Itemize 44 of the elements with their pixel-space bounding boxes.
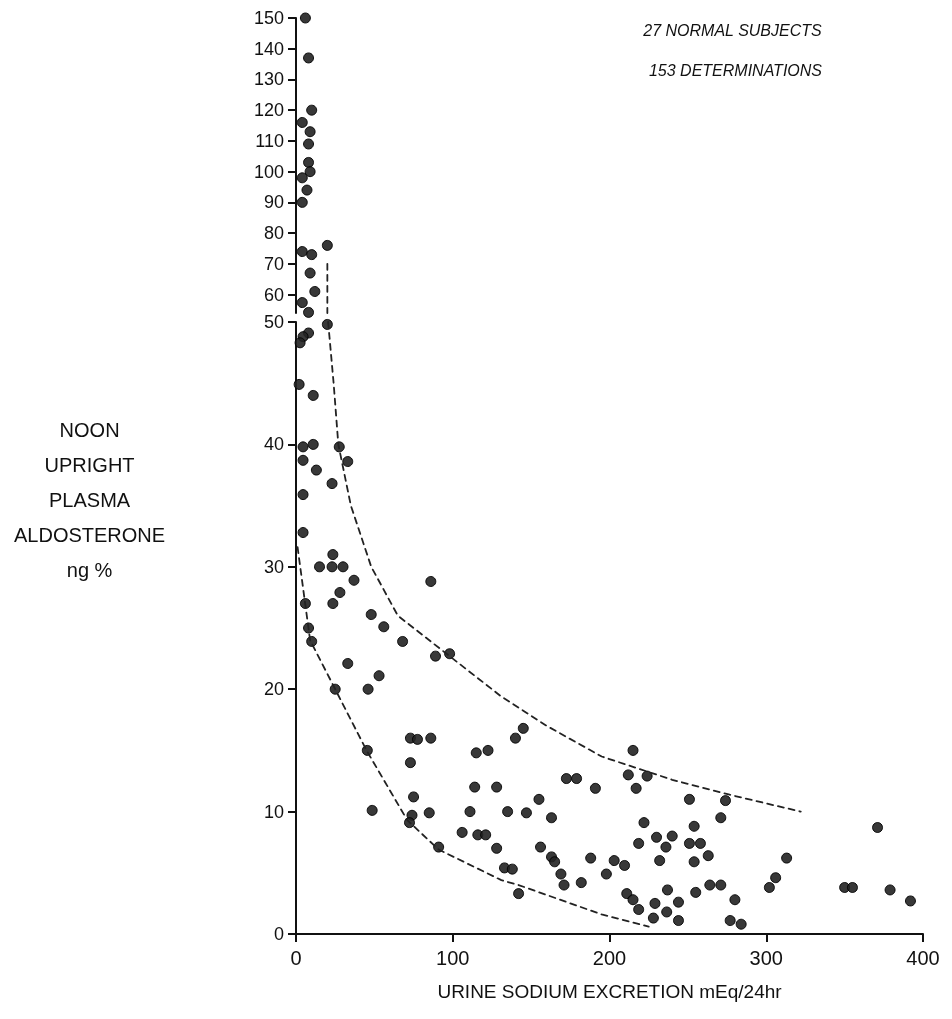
point [303, 138, 315, 150]
y-tick-label: 60 [263, 284, 284, 305]
point [321, 239, 333, 251]
x-tick-label: 400 [906, 947, 940, 969]
y-tick-label: 80 [263, 223, 284, 244]
x-tick-label: 100 [436, 947, 470, 969]
point [296, 246, 308, 258]
point [306, 104, 318, 116]
annotation: 153 DETERMINATIONS [648, 61, 823, 79]
point [304, 166, 316, 178]
y-tick-label: 0 [273, 924, 284, 944]
line-series [296, 546, 650, 928]
y-tick-label: 150 [253, 8, 284, 28]
x-tick-label: 200 [592, 947, 627, 969]
point [306, 249, 318, 261]
point [309, 285, 321, 297]
point [303, 306, 315, 318]
y-tick-label: 90 [263, 192, 284, 213]
x-axis-title: URINE SODIUM EXCRETION mEq/24hr [437, 981, 783, 1002]
point [301, 184, 313, 196]
point [303, 52, 315, 64]
y-tick-label: 100 [253, 161, 284, 182]
point [296, 116, 308, 128]
y-tick-label: 50 [263, 312, 284, 332]
annotation: 27 NORMAL SUBJECTS [642, 21, 823, 39]
point [303, 156, 315, 168]
point [296, 297, 308, 309]
x-tick-label: 300 [749, 947, 783, 969]
y-tick-label: 70 [263, 253, 284, 274]
x-tick-label: 0 [290, 947, 302, 969]
point [296, 196, 308, 208]
y-tick-label: 20 [263, 679, 284, 700]
y-axis-title: NOON UPRIGHT PLASMA ALDOSTERONE ng % [13, 418, 166, 581]
point [299, 12, 311, 24]
point [304, 267, 316, 279]
point [304, 126, 316, 138]
y-tick-label: 40 [263, 434, 284, 455]
y-tick-label: 140 [253, 38, 284, 59]
point [296, 172, 308, 184]
y-tick-label: 110 [255, 130, 284, 151]
y-tick-label: 10 [263, 801, 284, 822]
y-tick-label: 120 [253, 100, 284, 121]
y-tick-label: 30 [263, 556, 284, 577]
y-tick-label: 130 [253, 69, 284, 90]
